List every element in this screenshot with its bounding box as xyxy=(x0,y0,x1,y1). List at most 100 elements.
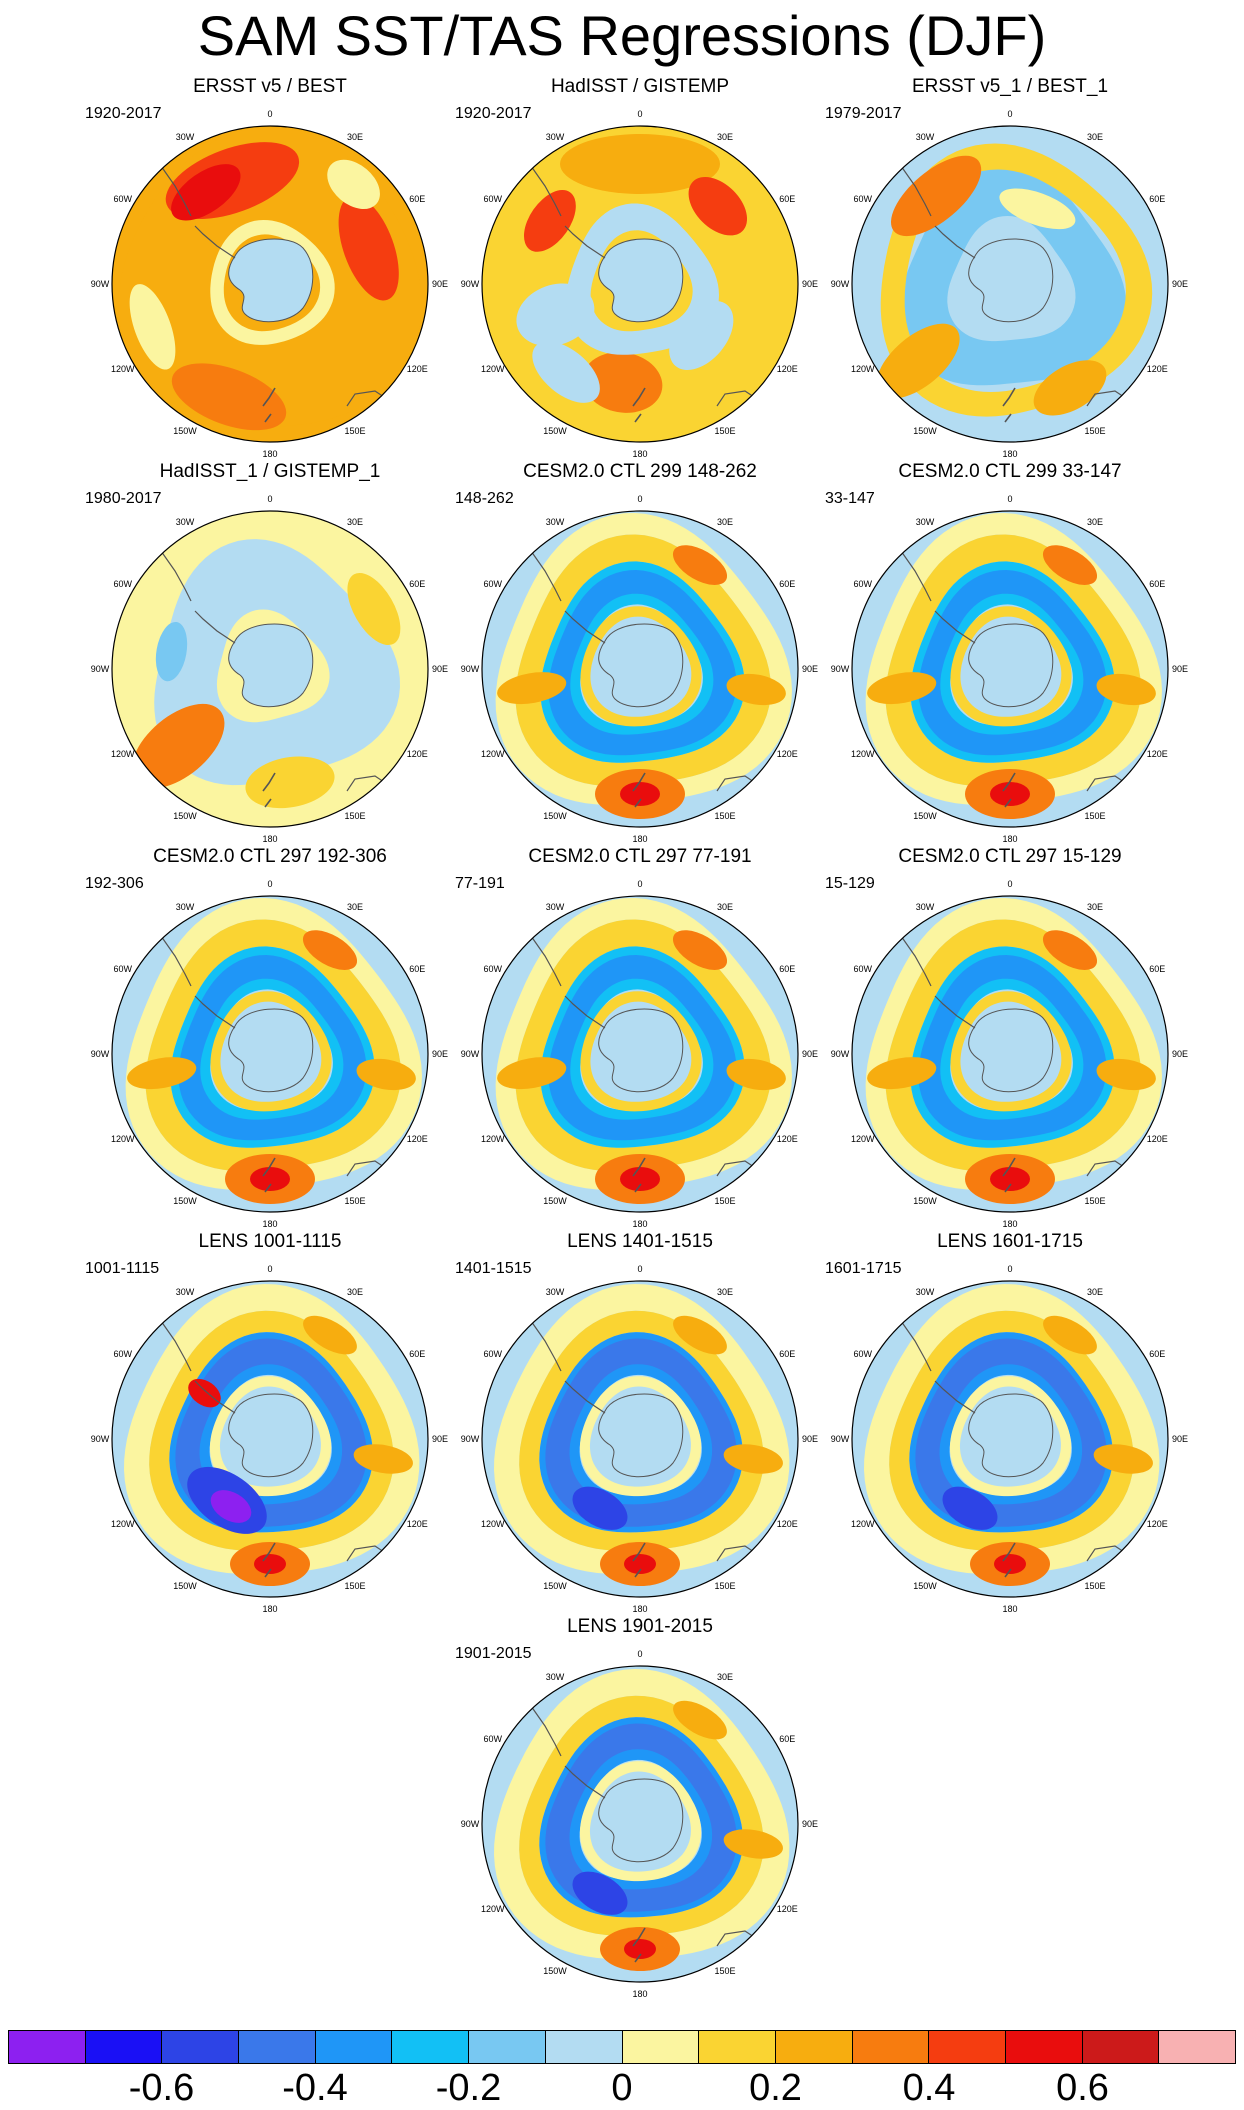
antarctic-peninsula xyxy=(194,995,236,1029)
map-border xyxy=(481,1280,799,1598)
longitude-label: 120W xyxy=(481,1519,505,1529)
longitude-label: 90W xyxy=(830,1049,850,1059)
longitude-label: 30E xyxy=(1086,131,1103,142)
longitude-label: 90E xyxy=(431,279,448,289)
warm-anomaly xyxy=(1096,1058,1156,1091)
warm-anomaly xyxy=(891,155,982,237)
anomaly-field xyxy=(482,1666,798,1982)
africa-coast xyxy=(686,511,694,517)
figure-title: SAM SST/TAS Regressions (DJF) xyxy=(197,4,1047,67)
map-border xyxy=(111,1280,429,1598)
warm-anomaly xyxy=(560,134,720,194)
longitude-label: 120W xyxy=(481,1134,505,1144)
longitude-label: 90E xyxy=(431,664,448,674)
warm-band xyxy=(515,919,771,1172)
map-panel: CESM2.0 CTL 297 192-306 192-306 0 30E 60E 90E… xyxy=(85,846,455,1229)
period-label: 1601-1715 xyxy=(825,1260,902,1277)
cool-anomaly xyxy=(942,1486,998,1530)
weak-anomaly xyxy=(129,284,176,370)
anomaly-field xyxy=(112,896,428,1212)
longitude-label: 180 xyxy=(632,449,648,459)
cool-core-band xyxy=(918,955,1107,1141)
longitude-label: 30E xyxy=(346,1286,363,1297)
warm-anomaly xyxy=(876,323,960,399)
map-border xyxy=(851,125,1169,443)
antarctic-peninsula xyxy=(194,1380,236,1414)
longitude-label: 0 xyxy=(1007,494,1013,504)
antarctic-peninsula xyxy=(564,1765,606,1799)
longitude-label: 150E xyxy=(714,811,736,822)
warm-anomaly xyxy=(302,930,358,970)
africa-coast xyxy=(686,1666,694,1672)
longitude-label: 90W xyxy=(460,1434,480,1444)
longitude-label: 120W xyxy=(111,749,135,759)
colorbar-swatch xyxy=(239,2031,316,2063)
warm-anomaly xyxy=(620,1167,660,1191)
longitude-label: 120W xyxy=(111,364,135,374)
longitude-label: 120W xyxy=(481,364,505,374)
warm-anomaly xyxy=(624,1939,656,1959)
longitude-label: 120E xyxy=(406,364,428,374)
longitude-label: 120E xyxy=(406,1134,428,1144)
longitude-label: 0 xyxy=(267,879,273,889)
longitude-label: 60W xyxy=(853,964,873,974)
longitude-label: 60E xyxy=(779,964,796,974)
polar-map xyxy=(481,510,799,828)
warm-anomaly xyxy=(127,1057,197,1090)
longitude-label: 0 xyxy=(1007,109,1013,119)
colorbar-swatch xyxy=(85,2031,163,2063)
antarctica-outline xyxy=(968,238,1054,323)
africa-coast xyxy=(316,896,324,902)
colorbar-swatch xyxy=(852,2031,930,2063)
longitude-label: 150E xyxy=(344,426,366,437)
longitude-label: 90W xyxy=(830,664,850,674)
panel-title: LENS 1601-1715 xyxy=(937,1231,1083,1252)
new-zealand-coast xyxy=(1002,387,1016,423)
warm-anomaly xyxy=(723,1829,783,1859)
cool-core-band xyxy=(548,955,737,1141)
map-border xyxy=(851,895,1169,1213)
longitude-label: 30E xyxy=(716,1671,733,1682)
longitude-label: 180 xyxy=(1002,1604,1018,1614)
longitude-label: 90W xyxy=(460,1819,480,1829)
longitude-label: 90E xyxy=(1171,1434,1188,1444)
antarctic-peninsula xyxy=(564,610,606,644)
polar-map xyxy=(851,510,1169,828)
longitude-label: 150W xyxy=(173,1581,197,1592)
polar-map xyxy=(481,895,799,1213)
map-border xyxy=(481,1665,799,1983)
colorbar-swatch xyxy=(699,2031,776,2063)
longitude-label: 60E xyxy=(1149,579,1166,589)
longitude-label: 150W xyxy=(543,1196,567,1207)
new-zealand-coast xyxy=(262,387,276,423)
antarctica-outline xyxy=(228,238,314,323)
longitude-label: 180 xyxy=(262,1219,278,1229)
longitude-label: 120E xyxy=(406,749,428,759)
colorbar-swatch xyxy=(9,2031,86,2063)
longitude-label: 150W xyxy=(913,1581,937,1592)
map-border xyxy=(111,895,429,1213)
longitude-label: 30E xyxy=(1086,901,1103,912)
longitude-label: 90W xyxy=(460,279,480,289)
africa-coast xyxy=(1056,511,1064,517)
new-zealand-coast xyxy=(1002,1157,1016,1193)
africa-coast xyxy=(316,126,324,132)
new-zealand-coast xyxy=(632,1542,646,1578)
antarctic-peninsula xyxy=(934,225,976,259)
panel-title: ERSST v5_1 / BEST_1 xyxy=(911,76,1109,97)
panel-title: LENS 1401-1515 xyxy=(567,1231,713,1252)
map-panel: ERSST v5 / BEST 1920-2017 0 30E 60E 90E 120E 15… xyxy=(85,76,455,459)
cool-core-band xyxy=(545,1338,737,1527)
period-label: 1920-2017 xyxy=(85,105,162,122)
period-label: 1001-1115 xyxy=(85,1260,160,1277)
colorbar-swatch xyxy=(1082,2031,1160,2063)
anomaly-field xyxy=(482,1281,798,1597)
longitude-label: 30E xyxy=(346,901,363,912)
polar-map xyxy=(481,125,799,443)
warm-band xyxy=(880,143,1153,417)
warm-band xyxy=(515,534,771,787)
longitude-label: 30W xyxy=(545,1671,565,1682)
map-border xyxy=(481,510,799,828)
cool-core-band xyxy=(178,955,367,1141)
warm-anomaly xyxy=(254,1554,286,1574)
